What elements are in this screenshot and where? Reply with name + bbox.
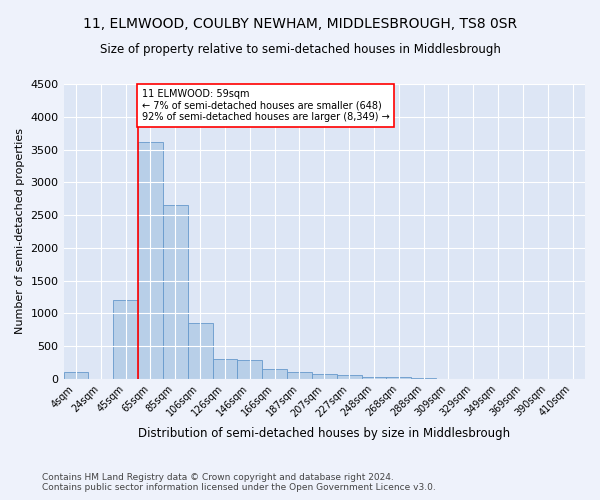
Bar xyxy=(337,375,362,379)
Text: 11 ELMWOOD: 59sqm
← 7% of semi-detached houses are smaller (648)
92% of semi-det: 11 ELMWOOD: 59sqm ← 7% of semi-detached … xyxy=(142,89,389,122)
Bar xyxy=(362,377,386,379)
Bar xyxy=(262,369,287,379)
Bar xyxy=(287,372,312,379)
Text: Contains public sector information licensed under the Open Government Licence v3: Contains public sector information licen… xyxy=(42,484,436,492)
Y-axis label: Number of semi-detached properties: Number of semi-detached properties xyxy=(15,128,25,334)
Bar xyxy=(212,359,238,379)
Text: Size of property relative to semi-detached houses in Middlesbrough: Size of property relative to semi-detach… xyxy=(100,42,500,56)
X-axis label: Distribution of semi-detached houses by size in Middlesbrough: Distribution of semi-detached houses by … xyxy=(138,427,511,440)
Text: Contains HM Land Registry data © Crown copyright and database right 2024.: Contains HM Land Registry data © Crown c… xyxy=(42,474,394,482)
Bar xyxy=(138,142,163,379)
Bar xyxy=(312,374,337,379)
Bar xyxy=(238,360,262,379)
Bar xyxy=(113,300,138,379)
Bar xyxy=(163,205,188,379)
Text: 11, ELMWOOD, COULBY NEWHAM, MIDDLESBROUGH, TS8 0SR: 11, ELMWOOD, COULBY NEWHAM, MIDDLESBROUG… xyxy=(83,18,517,32)
Bar xyxy=(64,372,88,379)
Bar xyxy=(386,378,411,379)
Bar xyxy=(188,323,212,379)
